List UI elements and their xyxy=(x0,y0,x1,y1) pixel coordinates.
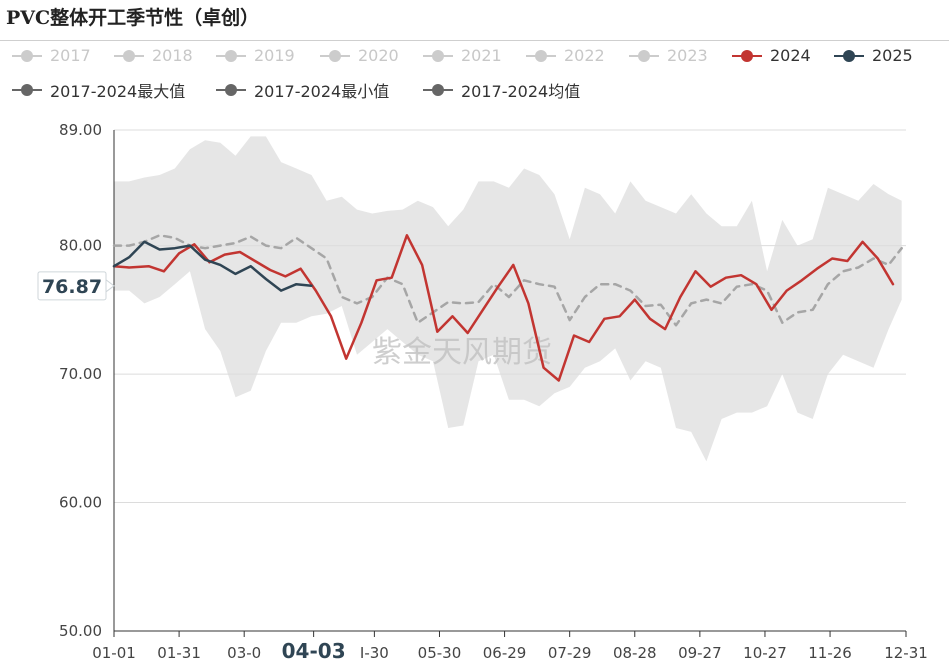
legend-item-2021[interactable]: 2021 xyxy=(421,46,502,65)
y-tick-label: 89.00 xyxy=(59,121,102,139)
x-tick-label: 06-29 xyxy=(483,644,527,662)
legend-label: 2024 xyxy=(770,46,811,65)
legend-label: 2025 xyxy=(872,46,913,65)
legend-marker-icon xyxy=(114,49,144,62)
legend-marker-icon xyxy=(526,49,556,62)
legend-label: 2017-2024均值 xyxy=(461,82,581,101)
y-tick-label: 80.00 xyxy=(59,237,102,255)
series-line-2024 xyxy=(112,234,895,382)
x-tick-label: 12-31 xyxy=(884,644,928,662)
legend-item-2017[interactable]: 2017 xyxy=(10,46,91,65)
x-tick-label: 01-31 xyxy=(157,644,201,662)
legend-item-2017-2024均值[interactable]: 2017-2024均值 xyxy=(421,78,580,102)
legend-label: 2022 xyxy=(564,46,605,65)
legend-marker-icon xyxy=(12,49,42,62)
x-tick-label: 01-01 xyxy=(92,644,136,662)
series-line-2025 xyxy=(112,240,313,292)
legend-marker-icon xyxy=(216,84,246,96)
chart-title: PVC整体开工季节性（卓创） xyxy=(6,7,260,29)
legend-marker-icon xyxy=(423,84,453,96)
legend-marker-icon xyxy=(423,49,453,62)
legend-item-2020[interactable]: 2020 xyxy=(318,46,399,65)
legend-label: 2021 xyxy=(461,46,502,65)
legend-marker-icon xyxy=(629,49,659,62)
legend-item-2019[interactable]: 2019 xyxy=(214,46,295,65)
axis-pointer-arrow xyxy=(105,278,115,293)
legend-item-2024[interactable]: 2024 xyxy=(730,46,811,65)
legend-item-2025[interactable]: 2025 xyxy=(832,46,913,65)
legend-label: 2017-2024最大值 xyxy=(50,82,186,101)
legend-label: 2023 xyxy=(667,46,708,65)
legend-marker-icon xyxy=(12,84,42,96)
x-tick-label: 11-26 xyxy=(808,644,852,662)
x-tick-label: 03-0 xyxy=(227,644,261,662)
x-tick-label: I-30 xyxy=(360,644,389,662)
legend-label: 2018 xyxy=(152,46,193,65)
x-tick-label: 10-27 xyxy=(743,644,787,662)
x-tick-label: 05-30 xyxy=(418,644,462,662)
y-tick-label: 70.00 xyxy=(59,365,102,383)
y-tick-label: 50.00 xyxy=(59,622,102,640)
series-line-2017-2024均值 xyxy=(112,234,903,327)
x-tick-label: 08-28 xyxy=(613,644,657,662)
legend-marker-icon xyxy=(216,49,246,62)
legend-item-2017-2024最大值[interactable]: 2017-2024最大值 xyxy=(10,78,185,102)
legend-marker-icon xyxy=(320,49,350,62)
legend-item-2023[interactable]: 2023 xyxy=(627,46,708,65)
range-band xyxy=(114,136,902,462)
x-tick-label: 04-03 xyxy=(282,639,346,663)
x-tick-label: 07-29 xyxy=(548,644,592,662)
axis-pointer-label: 76.87 xyxy=(42,276,102,298)
legend-item-2022[interactable]: 2022 xyxy=(524,46,605,65)
legend-label: 2017 xyxy=(50,46,91,65)
legend-label: 2019 xyxy=(254,46,295,65)
x-tick-label: 09-27 xyxy=(678,644,722,662)
title-divider xyxy=(0,40,949,41)
legend-marker-icon xyxy=(834,49,864,62)
legend-item-2018[interactable]: 2018 xyxy=(112,46,193,65)
y-tick-label: 60.00 xyxy=(59,494,102,512)
watermark: 紫金天风期货 xyxy=(372,335,552,370)
legend-label: 2020 xyxy=(358,46,399,65)
legend-item-2017-2024最小值[interactable]: 2017-2024最小值 xyxy=(214,78,389,102)
legend-label: 2017-2024最小值 xyxy=(254,82,390,101)
legend-marker-icon xyxy=(732,49,762,62)
